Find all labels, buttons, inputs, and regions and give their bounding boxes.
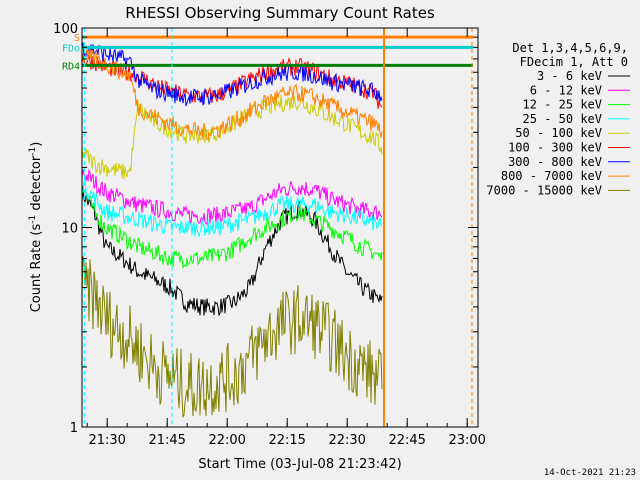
y-axis-label-main: Count Rate (s — [29, 224, 44, 313]
series-line-2 — [81, 189, 383, 270]
legend-label-1: 6 - 12 keV — [530, 83, 602, 97]
series-line-0 — [81, 186, 383, 317]
overlay-label-0: RD4 — [62, 61, 80, 72]
legend: Det 1,3,4,5,6,9, FDecim 1, Att 0 3 - 6 k… — [486, 41, 630, 197]
x-tick-label: 22:00 — [208, 433, 245, 448]
series-line-7 — [81, 48, 383, 141]
legend-label-0: 3 - 6 keV — [537, 69, 602, 83]
y-axis-label-rest: detector — [29, 155, 44, 215]
x-tick-label: 22:30 — [328, 433, 365, 448]
legend-header-line-1: Det 1,3,4,5,6,9, — [512, 41, 628, 55]
y-axis-label-sup2: -1 — [28, 147, 38, 156]
y-axis-label: Count Rate (s-1 detector-1) — [28, 142, 44, 313]
x-tick-label: 22:15 — [268, 433, 305, 448]
legend-header-line-2: FDecim 1, Att 0 — [520, 55, 628, 69]
series-line-1 — [81, 168, 383, 226]
x-tick-label: 21:30 — [88, 433, 125, 448]
legend-label-8: 7000 - 15000 keV — [486, 183, 602, 197]
y-tick-label: 100 — [53, 22, 78, 37]
x-tick-label: 21:45 — [148, 433, 185, 448]
series-line-3 — [81, 176, 383, 238]
x-tick-label: 23:00 — [448, 433, 485, 448]
series-line-6 — [81, 42, 383, 107]
legend-label-6: 300 - 800 keV — [508, 155, 602, 169]
y-tick-label: 10 — [61, 222, 78, 237]
overlay-label-2: FDo — [62, 43, 80, 54]
y-tick-label: 1 — [70, 421, 78, 436]
x-axis-label: Start Time (03-Jul-08 21:23:42) — [198, 457, 401, 472]
chart-title: RHESSI Observing Summary Count Rates — [125, 4, 435, 22]
x-axis: 21:30 21:45 22:00 22:15 22:30 22:45 23:00 — [86, 28, 486, 448]
legend-label-5: 100 - 300 keV — [508, 141, 602, 155]
legend-label-4: 50 - 100 keV — [515, 126, 602, 140]
y-axis-label-sup: -1 — [28, 215, 38, 224]
footer-date: 14-Oct-2021 21:23 — [544, 468, 636, 478]
x-tick-label: 22:45 — [388, 433, 425, 448]
y-axis: 1 10 100 — [53, 22, 478, 436]
legend-label-3: 25 - 50 keV — [523, 112, 602, 126]
series-line-8 — [81, 256, 383, 419]
y-axis-label-end: ) — [29, 142, 44, 147]
series-line-4 — [81, 94, 383, 180]
overlay-label-1: S — [74, 33, 80, 44]
legend-label-2: 12 - 25 keV — [523, 98, 602, 112]
legend-label-7: 800 - 7000 keV — [501, 169, 602, 183]
